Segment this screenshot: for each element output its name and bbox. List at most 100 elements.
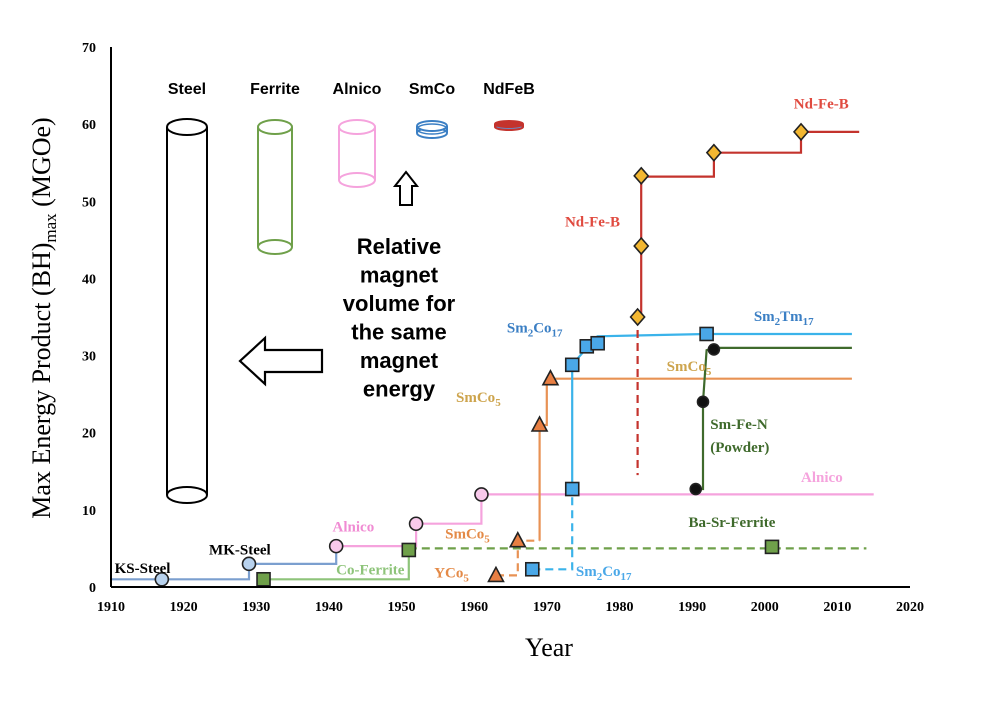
y-axis-title: Max Energy Product (BH)max (MGOe) bbox=[27, 117, 60, 518]
data-point bbox=[256, 571, 271, 587]
y-tick-label: 10 bbox=[82, 504, 96, 519]
data-point bbox=[154, 571, 170, 587]
y-tick-label: 20 bbox=[82, 427, 96, 442]
series-label: SmCo5 bbox=[445, 526, 490, 545]
series-6 bbox=[532, 489, 574, 571]
x-tick-label: 1980 bbox=[605, 600, 633, 615]
series-line bbox=[637, 130, 860, 319]
data-point bbox=[401, 542, 417, 558]
data-point bbox=[590, 335, 605, 351]
series-labels: KS-Steel MK-Steel Alnico Co-Ferrite SmCo5 YCo… bbox=[115, 97, 849, 585]
magnet-cylinder-alnico: Alnico bbox=[333, 81, 382, 188]
up-arrow-icon bbox=[392, 170, 420, 206]
data-point bbox=[633, 166, 650, 186]
data-point bbox=[487, 565, 505, 583]
y-tick-label: 70 bbox=[82, 41, 96, 56]
magnet-name: Steel bbox=[168, 81, 206, 98]
magnet-cylinder-smco: SmCo bbox=[409, 81, 455, 139]
y-tick-label: 0 bbox=[89, 581, 96, 596]
series-label: MK-Steel bbox=[209, 543, 271, 559]
plot-area: KS-Steel MK-Steel Alnico Co-Ferrite SmCo5 YCo… bbox=[111, 97, 874, 587]
series-line bbox=[263, 550, 410, 581]
x-tick-label: 1970 bbox=[533, 600, 561, 615]
y-axis-title-tail: (MGOe) bbox=[27, 117, 56, 213]
data-point bbox=[474, 487, 489, 502]
y-tick-label: 60 bbox=[82, 118, 96, 133]
volume-legend: Steel Ferrite Alnico SmCo NdFeB Relative magne… bbox=[166, 81, 535, 504]
series-markers-5 bbox=[530, 369, 560, 432]
series-label: YCo5 bbox=[434, 566, 469, 585]
x-tick-label: 1990 bbox=[678, 600, 706, 615]
y-tick-label: 50 bbox=[82, 195, 96, 210]
series-label: Sm-Fe-N bbox=[710, 417, 768, 433]
series-8 bbox=[637, 130, 860, 319]
x-tick-label: 2010 bbox=[823, 600, 851, 615]
series-label: (Powder) bbox=[710, 440, 769, 456]
series-label: Nd-Fe-B bbox=[565, 215, 620, 231]
axes: 1910 1920 1930 1940 1950 1960 1970 1980 1990 2000… bbox=[82, 41, 924, 615]
magnet-name: SmCo bbox=[409, 81, 455, 98]
series-markers-0 bbox=[154, 556, 257, 587]
series-label: KS-Steel bbox=[115, 561, 171, 577]
y-tick-labels: 0 10 20 30 40 50 60 70 bbox=[82, 41, 96, 596]
series-label: Sm2Co17 bbox=[576, 564, 632, 583]
data-point bbox=[699, 326, 714, 342]
x-tick-label: 2020 bbox=[896, 600, 924, 615]
data-point bbox=[564, 357, 580, 373]
data-point bbox=[707, 343, 721, 356]
x-tick-label: 1960 bbox=[460, 600, 488, 615]
x-tick-label: 1930 bbox=[242, 600, 270, 615]
series-label: Alnico bbox=[333, 519, 375, 535]
series-line bbox=[532, 489, 574, 571]
y-axis-title-main: Max Energy Product (BH) bbox=[27, 243, 56, 519]
series-4 bbox=[496, 539, 540, 577]
series-markers-3 bbox=[764, 539, 780, 555]
left-arrow-icon bbox=[238, 335, 324, 387]
x-tick-label: 2000 bbox=[751, 600, 779, 615]
x-tick-label: 1940 bbox=[315, 600, 343, 615]
x-tick-label: 1910 bbox=[97, 600, 125, 615]
series-label: Nd-Fe-B bbox=[794, 97, 849, 113]
data-point bbox=[629, 307, 646, 327]
series-0 bbox=[111, 546, 338, 581]
x-axis-title: Year bbox=[525, 633, 573, 662]
data-point bbox=[524, 561, 540, 577]
volume-note: Relative magnet volume for the same magnet en… bbox=[343, 234, 456, 402]
series-line bbox=[496, 539, 540, 577]
magnet-cylinder-ferrite: Ferrite bbox=[250, 81, 300, 255]
series-markers-10 bbox=[689, 343, 721, 496]
series-2 bbox=[263, 550, 410, 581]
y-tick-label: 30 bbox=[82, 350, 96, 365]
data-point bbox=[705, 143, 722, 162]
data-point bbox=[530, 415, 549, 432]
y-axis-title-sub: max bbox=[41, 213, 60, 243]
data-point bbox=[689, 482, 703, 496]
series-line bbox=[571, 332, 852, 489]
data-point bbox=[328, 538, 344, 554]
series-markers-8 bbox=[629, 122, 810, 327]
data-point bbox=[541, 369, 560, 386]
series-7 bbox=[571, 332, 852, 489]
data-point bbox=[408, 516, 424, 532]
magnet-name: Ferrite bbox=[250, 81, 300, 98]
data-point bbox=[508, 531, 527, 548]
series-5 bbox=[538, 377, 852, 541]
series-line bbox=[538, 377, 852, 541]
series-label: Sm2Tm17 bbox=[754, 309, 814, 328]
x-tick-label: 1950 bbox=[388, 600, 416, 615]
x-tick-labels: 1910 1920 1930 1940 1950 1960 1970 1980 1990 2000… bbox=[97, 600, 924, 615]
series-markers-7 bbox=[564, 326, 714, 497]
data-point bbox=[764, 539, 780, 555]
series-markers-6 bbox=[524, 561, 540, 577]
data-point bbox=[792, 122, 810, 142]
series-label: SmCo5 bbox=[456, 390, 501, 409]
x-tick-label: 1920 bbox=[170, 600, 198, 615]
series-label: Alnico bbox=[801, 470, 843, 486]
series-label: Ba-Sr-Ferrite bbox=[688, 515, 775, 531]
series-label: SmCo5 bbox=[667, 359, 712, 378]
data-point bbox=[633, 236, 650, 256]
series-markers-1 bbox=[328, 487, 489, 554]
y-tick-label: 40 bbox=[82, 272, 96, 287]
magnet-name: NdFeB bbox=[483, 81, 535, 98]
